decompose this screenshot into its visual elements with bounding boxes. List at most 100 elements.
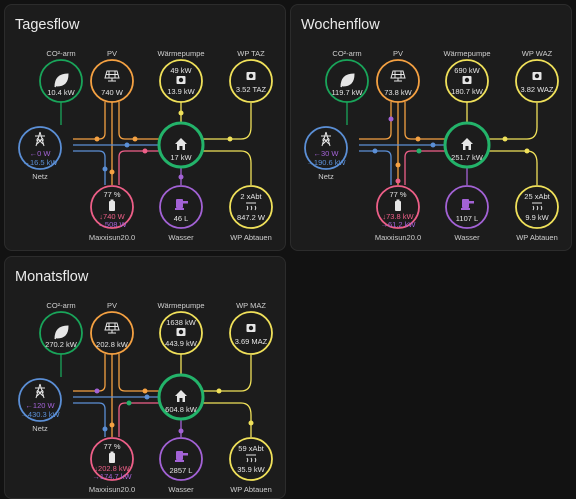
co2-label: CO²-arm: [46, 301, 75, 310]
home-node[interactable]: 604.8 kW: [157, 373, 205, 421]
co2-value: 119.7 kW: [331, 88, 363, 97]
home-value: 604.8 kW: [165, 405, 198, 414]
line-battery-home: [118, 150, 160, 185]
transmission-tower-icon: [35, 383, 45, 399]
flow-dot: [248, 420, 254, 426]
flow-lines: [60, 97, 252, 185]
grid-node[interactable]: ←30 W →190.6 kW: [304, 126, 348, 170]
home-node[interactable]: 17 kW: [157, 121, 205, 169]
flow-dot: [102, 426, 108, 432]
home-node[interactable]: 251.7 kW: [443, 121, 491, 169]
fan-icon: [532, 72, 542, 80]
flow-dot: [502, 136, 508, 142]
defrost-bottom-value: 847.2 W: [237, 213, 266, 222]
line-pv-grid: [73, 102, 106, 140]
flow-dot: [144, 394, 150, 400]
flow-dot: [416, 148, 422, 154]
line-home-defrost: [489, 150, 538, 185]
water-node[interactable]: 1107 L: [445, 185, 489, 229]
wpextra-node[interactable]: 3.69 MAZ: [229, 311, 273, 355]
co2-value: 270.2 kW: [45, 340, 78, 349]
water-node[interactable]: 46 L: [159, 185, 203, 229]
card-title: Tagesflow: [15, 17, 80, 33]
battery-node[interactable]: 77 % ↓73.8 kW →61.2 kW: [376, 185, 420, 229]
grid-node[interactable]: ←0 W →16.5 kW: [18, 126, 62, 170]
wpextra-node[interactable]: 3.52 TAZ: [229, 59, 273, 103]
co2-node[interactable]: 119.7 kW: [325, 59, 369, 103]
card-tagesflow: Tagesflow CO²-arm: [4, 4, 286, 251]
heatpump-label: Wärmepumpe: [157, 49, 204, 58]
grid-node[interactable]: ←120 W →430.3 kW: [18, 378, 62, 422]
grid-label: Netz: [32, 172, 48, 181]
grid-out-value: ←120 W: [25, 401, 55, 410]
wpextra-node[interactable]: 3.82 WAZ: [515, 59, 559, 103]
flow-dot: [178, 174, 184, 180]
flow-dot: [372, 148, 378, 154]
pv-node[interactable]: 73.8 kW: [376, 59, 420, 103]
flow-dot: [132, 136, 138, 142]
line-pv-home: [404, 102, 446, 140]
pv-node[interactable]: 202.8 kW: [90, 311, 134, 355]
flow-dot: [388, 116, 394, 122]
battery-in-value: →61.2 kW: [380, 220, 416, 229]
water-node[interactable]: 2857 L: [159, 437, 203, 481]
heatpump-node[interactable]: 1638 kW 443.9 kW: [159, 311, 203, 355]
heatpump-label: Wärmepumpe: [443, 49, 490, 58]
battery-percent: 77 %: [389, 190, 406, 199]
grid-out-value: ←30 W: [313, 149, 339, 158]
solar-panel-icon: [104, 70, 120, 82]
heatpump-node[interactable]: 690 kW 180.7 kW: [445, 59, 489, 103]
solar-panel-icon: [390, 70, 406, 82]
fan-icon: [176, 328, 186, 336]
wpextra-value: 3.52 TAZ: [236, 85, 267, 94]
battery-node[interactable]: 77 % ↓202.8 kW →174.7 kW: [90, 437, 134, 481]
line-pv-grid: [359, 102, 392, 140]
co2-node[interactable]: 10.4 kW: [39, 59, 83, 103]
heatpump-node[interactable]: 49 kW 13.9 kW: [159, 59, 203, 103]
defrost-top-value: 2 xAbt: [240, 192, 262, 201]
water-value: 2857 L: [170, 466, 193, 475]
flow-lines: [60, 349, 252, 437]
flow-dot: [178, 110, 184, 116]
pv-node[interactable]: 740 W: [90, 59, 134, 103]
line-home-defrost: [203, 402, 252, 437]
water-pump-icon: [175, 199, 188, 210]
co2-node[interactable]: 270.2 kW: [39, 311, 83, 355]
heatpump-top-value: 690 kW: [454, 66, 480, 75]
flow-dot: [126, 400, 132, 406]
fan-icon: [462, 76, 472, 84]
water-label: Wasser: [454, 233, 480, 242]
fan-icon: [246, 72, 256, 80]
heatpump-label: Wärmepumpe: [157, 301, 204, 310]
line-pv-grid: [73, 354, 106, 392]
co2-label: CO²-arm: [332, 49, 361, 58]
defrost-top-value: 25 xAbt: [524, 192, 550, 201]
home-icon: [175, 138, 187, 150]
battery-out-value: ↓202.8 kW: [94, 464, 130, 473]
co2-value: 10.4 kW: [47, 88, 75, 97]
leaf-icon: [340, 73, 355, 88]
wpextra-value: 3.69 MAZ: [235, 337, 268, 346]
battery-out-value: ↓73.8 kW: [382, 212, 414, 221]
flow-lines: [346, 97, 538, 185]
grid-in-value: →16.5 kW: [22, 158, 58, 167]
battery-percent: 77 %: [103, 442, 120, 451]
home-icon: [175, 390, 187, 402]
line-home-wpextra: [203, 355, 252, 392]
heatpump-top-value: 1638 kW: [166, 318, 197, 327]
flow-dot: [109, 422, 115, 428]
defrost-label: WP Abtauen: [516, 233, 558, 242]
line-grid-battery: [359, 150, 392, 185]
battery-node[interactable]: 77 % ↓740 W →508 W: [90, 185, 134, 229]
heatpump-bottom-value: 443.9 kW: [165, 339, 198, 348]
defrost-label: WP Abtauen: [230, 233, 272, 242]
defrost-icon: [246, 454, 257, 463]
defrost-node[interactable]: 25 xAbt 9.9 kW: [515, 185, 559, 229]
defrost-node[interactable]: 2 xAbt 847.2 W: [229, 185, 273, 229]
battery-icon: [395, 199, 401, 211]
battery-icon: [109, 199, 115, 211]
defrost-node[interactable]: 59 xAbt 35.9 kW: [229, 437, 273, 481]
flow-dot: [227, 136, 233, 142]
line-grid-battery: [73, 150, 106, 185]
flow-dot: [109, 169, 115, 175]
